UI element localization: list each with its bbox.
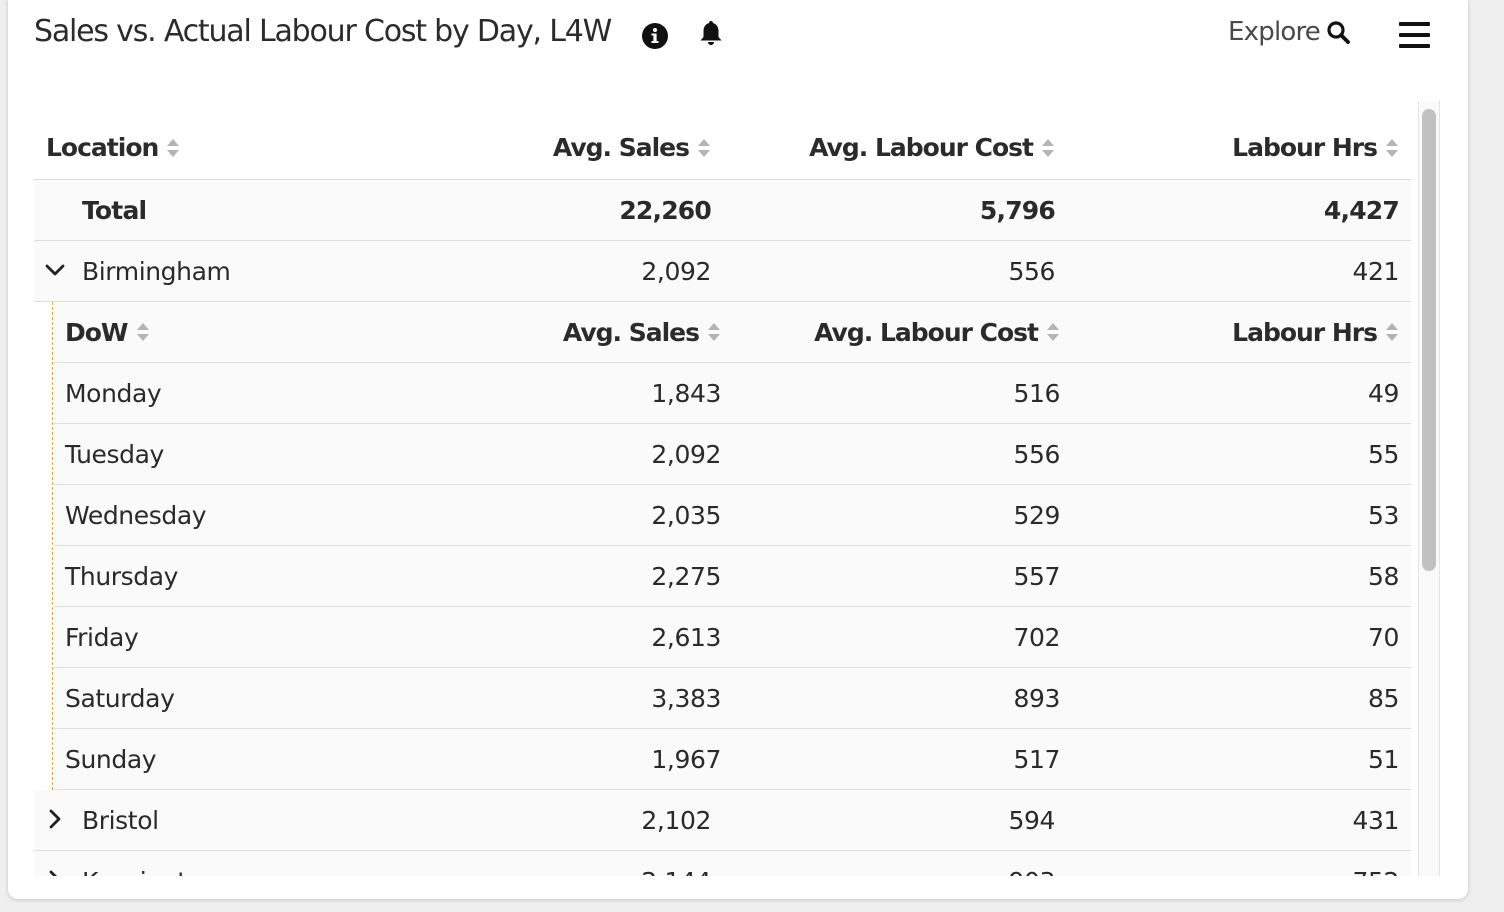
chevron-right-icon[interactable] (44, 808, 66, 830)
labour-hrs-value: 55 (1367, 439, 1399, 469)
total-labour-hrs: 4,427 (1323, 195, 1400, 225)
dow-cell: Tuesday (65, 439, 164, 469)
sort-icon[interactable] (1385, 322, 1399, 342)
widget-title: Sales vs. Actual Labour Cost by Day, L4W (34, 14, 612, 49)
subtable-header-row: DoW Avg. Sales Avg. Labour Cost Labour H… (54, 302, 1411, 363)
dow-cell: Sunday (65, 744, 157, 774)
avg-labour-cost-value: 702 (1013, 622, 1060, 652)
tree-guide-line (52, 302, 53, 790)
location-name: Birmingham (82, 256, 231, 286)
dow-cell: Thursday (65, 561, 179, 591)
total-avg-sales: 22,260 (619, 195, 711, 225)
avg-labour-cost-value: 516 (1013, 378, 1060, 408)
explore-button[interactable]: Explore (1228, 17, 1350, 47)
table-row: Thursday 2,275 557 58 (54, 546, 1411, 607)
column-header-labour-hrs[interactable]: Labour Hrs (1232, 100, 1399, 179)
group-row-kensington[interactable]: Kensington 2,144 903 752 (34, 851, 1411, 876)
sort-icon[interactable] (1046, 322, 1060, 342)
avg-sales-value: 1,967 (651, 744, 721, 774)
table-row: Wednesday 2,035 529 53 (54, 485, 1411, 546)
data-table[interactable]: Location Avg. Sales Avg. Labour Cost Lab… (34, 100, 1411, 876)
table-row: Saturday 3,383 893 85 (54, 668, 1411, 729)
avg-sales-value: 2,035 (651, 500, 721, 530)
info-icon[interactable] (640, 21, 670, 51)
sort-icon[interactable] (166, 138, 180, 158)
dow-cell: Wednesday (65, 500, 207, 530)
total-row: Total 22,260 5,796 4,427 (34, 180, 1411, 241)
avg-sales-value: 2,613 (651, 622, 721, 652)
dow-cell: Friday (65, 622, 139, 652)
labour-hrs-value: 421 (1352, 256, 1399, 286)
total-label: Total (82, 195, 147, 225)
search-icon (1327, 21, 1350, 44)
column-header-avg-sales[interactable]: Avg. Sales (563, 302, 721, 362)
avg-sales-value: 3,383 (651, 683, 721, 713)
avg-sales-value: 2,102 (641, 805, 711, 835)
column-header-location[interactable]: Location (46, 100, 180, 179)
labour-hrs-value: 53 (1367, 500, 1399, 530)
dow-cell: Saturday (65, 683, 175, 713)
hamburger-menu-icon[interactable] (1398, 20, 1432, 50)
avg-labour-cost-value: 556 (1008, 256, 1055, 286)
avg-sales-value: 1,843 (651, 378, 721, 408)
group-row-birmingham[interactable]: Birmingham 2,092 556 421 (34, 241, 1411, 302)
avg-sales-value: 2,092 (651, 439, 721, 469)
avg-sales-value: 2,275 (651, 561, 721, 591)
group-row-bristol[interactable]: Bristol 2,102 594 431 (34, 790, 1411, 851)
birmingham-day-breakdown: DoW Avg. Sales Avg. Labour Cost Labour H… (34, 302, 1411, 790)
chevron-down-icon[interactable] (44, 259, 66, 281)
dow-cell: Monday (65, 378, 162, 408)
vertical-scrollbar[interactable] (1418, 101, 1440, 876)
avg-labour-cost-value: 557 (1013, 561, 1060, 591)
labour-hrs-value: 85 (1367, 683, 1399, 713)
avg-sales-value: 2,144 (641, 851, 711, 877)
labour-hrs-value: 49 (1367, 378, 1399, 408)
table-row: Sunday 1,967 517 51 (54, 729, 1411, 790)
labour-hrs-value: 752 (1352, 851, 1399, 877)
explore-label: Explore (1228, 17, 1321, 47)
chevron-right-icon[interactable] (44, 869, 66, 876)
sort-icon[interactable] (1385, 138, 1399, 158)
avg-labour-cost-value: 529 (1013, 500, 1060, 530)
avg-labour-cost-value: 594 (1008, 805, 1055, 835)
avg-labour-cost-value: 903 (1008, 851, 1055, 877)
table-row: Tuesday 2,092 556 55 (54, 424, 1411, 485)
table-row: Monday 1,843 516 49 (54, 363, 1411, 424)
column-header-dow[interactable]: DoW (65, 302, 150, 362)
column-header-avg-labour-cost[interactable]: Avg. Labour Cost (809, 100, 1055, 179)
sort-icon[interactable] (707, 322, 721, 342)
total-avg-labour-cost: 5,796 (979, 195, 1056, 225)
column-header-labour-hrs[interactable]: Labour Hrs (1232, 302, 1399, 362)
labour-hrs-value: 51 (1367, 744, 1399, 774)
table-row: Friday 2,613 702 70 (54, 607, 1411, 668)
location-name: Kensington (82, 851, 217, 877)
sort-icon[interactable] (136, 322, 150, 342)
sort-icon[interactable] (697, 138, 711, 158)
avg-labour-cost-value: 893 (1013, 683, 1060, 713)
avg-labour-cost-value: 556 (1013, 439, 1060, 469)
column-header-avg-sales[interactable]: Avg. Sales (553, 100, 711, 179)
labour-hrs-value: 431 (1352, 805, 1399, 835)
sort-icon[interactable] (1041, 138, 1055, 158)
dashboard-widget-card: Sales vs. Actual Labour Cost by Day, L4W… (8, 0, 1468, 899)
column-header-avg-labour-cost[interactable]: Avg. Labour Cost (814, 302, 1060, 362)
labour-hrs-value: 58 (1367, 561, 1399, 591)
labour-hrs-value: 70 (1367, 622, 1399, 652)
bell-icon[interactable] (696, 18, 726, 48)
scrollbar-thumb[interactable] (1422, 109, 1436, 571)
location-name: Bristol (82, 805, 159, 835)
avg-labour-cost-value: 517 (1013, 744, 1060, 774)
avg-sales-value: 2,092 (641, 256, 711, 286)
table-header-row: Location Avg. Sales Avg. Labour Cost Lab… (34, 100, 1411, 180)
